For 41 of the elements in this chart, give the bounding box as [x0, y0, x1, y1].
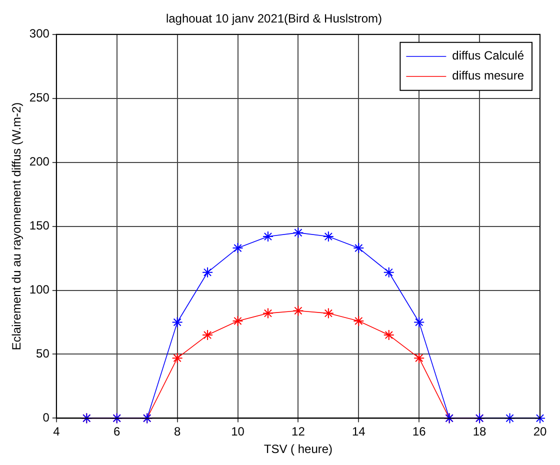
y-tick-label: 0 — [42, 410, 50, 425]
point — [534, 412, 546, 424]
y-tick-label: 300 — [29, 26, 50, 41]
x-tick-label: 4 — [53, 424, 60, 439]
x-tick-label: 20 — [533, 424, 547, 439]
x-tick-label: 16 — [412, 424, 426, 439]
y-axis-title: Eclairement du au rayonnement diffus (W.m-2) — [10, 102, 24, 350]
point — [262, 231, 274, 242]
y-tick-label: 150 — [29, 218, 50, 233]
x-tick-label: 8 — [174, 424, 181, 439]
x-tick-label: 18 — [472, 424, 487, 439]
point — [172, 352, 183, 364]
x-tick-label: 10 — [231, 424, 245, 439]
x-tick-label: 6 — [114, 424, 121, 439]
point — [202, 266, 214, 278]
point — [504, 412, 516, 424]
point — [232, 315, 244, 326]
point — [202, 330, 214, 341]
point — [414, 352, 425, 364]
x-axis-title: TSV ( heure) — [264, 442, 333, 456]
y-tick-label: 250 — [29, 90, 50, 105]
point — [383, 330, 394, 341]
point — [292, 227, 304, 238]
point — [322, 308, 334, 319]
point — [232, 242, 244, 254]
x-tick-label: 12 — [292, 424, 306, 439]
point — [353, 242, 364, 254]
point — [292, 305, 304, 316]
point — [322, 231, 334, 242]
point — [353, 315, 364, 326]
point — [414, 316, 425, 328]
legend-label: diffus Calculé — [452, 48, 524, 63]
point — [383, 266, 394, 278]
x-tick-label: 14 — [352, 424, 366, 439]
point — [172, 316, 183, 328]
y-tick-label: 50 — [36, 346, 50, 361]
y-tick-label: 100 — [29, 282, 50, 297]
legend-label: diffus mesure — [452, 68, 524, 83]
chart-title: laghouat 10 janv 2021(Bird & Huslstrom) — [166, 12, 382, 26]
point — [262, 308, 274, 319]
y-tick-label: 200 — [29, 154, 50, 169]
